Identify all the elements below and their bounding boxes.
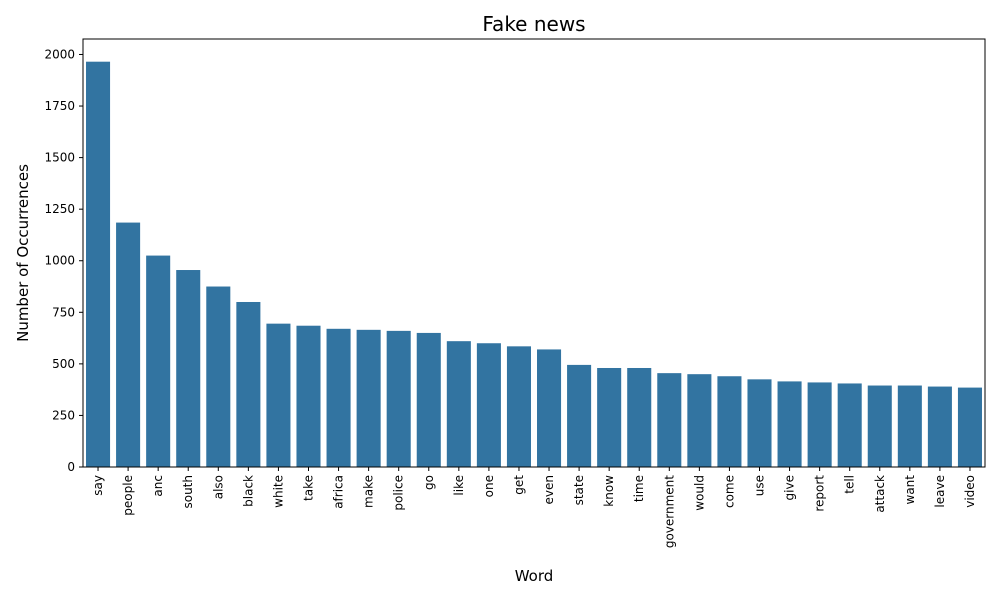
bar-leave [927, 386, 952, 467]
x-tick-label: state [572, 475, 586, 505]
bar-make [356, 329, 381, 467]
x-tick-label: make [362, 475, 376, 508]
x-tick-label: report [813, 475, 827, 512]
bar-attack [867, 385, 892, 467]
bar-take [296, 325, 321, 467]
chart-title: Fake news [482, 12, 585, 36]
bar-also [206, 286, 231, 467]
x-tick-label: tell [843, 475, 857, 494]
x-tick-label: africa [332, 475, 346, 509]
x-tick-label: know [602, 475, 616, 507]
bars-group [86, 61, 982, 467]
x-tick-label: leave [933, 475, 947, 508]
bar-tell [837, 383, 862, 467]
x-tick-label: go [422, 475, 436, 490]
bar-use [747, 379, 772, 467]
bar-one [476, 343, 501, 467]
x-tick-label: people [121, 475, 135, 516]
x-tick-label: give [783, 475, 797, 500]
bar-like [446, 341, 471, 467]
bar-black [236, 301, 261, 467]
y-tick-label: 1000 [44, 254, 75, 268]
y-tick-label: 750 [52, 305, 75, 319]
bar-people [116, 222, 141, 467]
y-tick-label: 1250 [44, 202, 75, 216]
bar-video [957, 387, 982, 467]
bar-south [176, 270, 201, 467]
x-tick-label: white [271, 475, 285, 508]
bar-go [416, 332, 441, 467]
x-tick-label: one [482, 475, 496, 497]
x-tick-label: use [753, 475, 767, 496]
y-tick-label: 1500 [44, 151, 75, 165]
bar-want [897, 385, 922, 467]
y-tick-label: 0 [67, 460, 75, 474]
x-tick-label: video [963, 475, 977, 508]
y-tick-label: 500 [52, 357, 75, 371]
y-tick-label: 2000 [44, 47, 75, 61]
x-tick-label: police [392, 475, 406, 511]
x-tick-label: even [542, 475, 556, 504]
x-tick-label: also [211, 475, 225, 499]
bar-say [86, 61, 111, 467]
plot-frame [82, 38, 986, 468]
bar-white [266, 323, 291, 467]
x-tick-label: like [452, 475, 466, 496]
y-tick-label: 250 [52, 408, 75, 422]
bar-government [657, 373, 682, 467]
bar-anc [146, 255, 171, 467]
bar-even [537, 349, 562, 467]
x-tick-label: say [91, 475, 105, 496]
bar-report [807, 382, 832, 467]
x-tick-label: get [512, 475, 526, 495]
x-tick-label: government [662, 475, 676, 548]
bar-come [717, 376, 742, 467]
y-axis-ticks: 0 250 500 750 1000 1250 1500 1750 2000 [44, 47, 83, 474]
x-tick-label: want [903, 475, 917, 505]
x-tick-label: attack [873, 475, 887, 513]
bar-police [386, 330, 411, 467]
bar-would [687, 374, 712, 467]
bar-know [597, 367, 622, 467]
x-tick-label: time [632, 475, 646, 502]
x-axis-ticks: say people anc south also black white take afric… [91, 467, 977, 548]
y-axis-label: Number of Occurrences [14, 164, 32, 342]
bar-africa [326, 328, 351, 467]
x-tick-label: take [302, 475, 316, 501]
x-tick-label: come [722, 475, 736, 508]
bar-give [777, 381, 802, 467]
y-tick-label: 1750 [44, 99, 75, 113]
x-tick-label: black [241, 475, 255, 507]
bar-time [627, 367, 652, 467]
x-axis-label: Word [515, 567, 554, 585]
bar-state [567, 364, 592, 467]
x-tick-label: south [181, 475, 195, 509]
x-tick-label: would [692, 475, 706, 511]
x-tick-label: anc [151, 475, 165, 497]
bar-get [506, 346, 531, 467]
